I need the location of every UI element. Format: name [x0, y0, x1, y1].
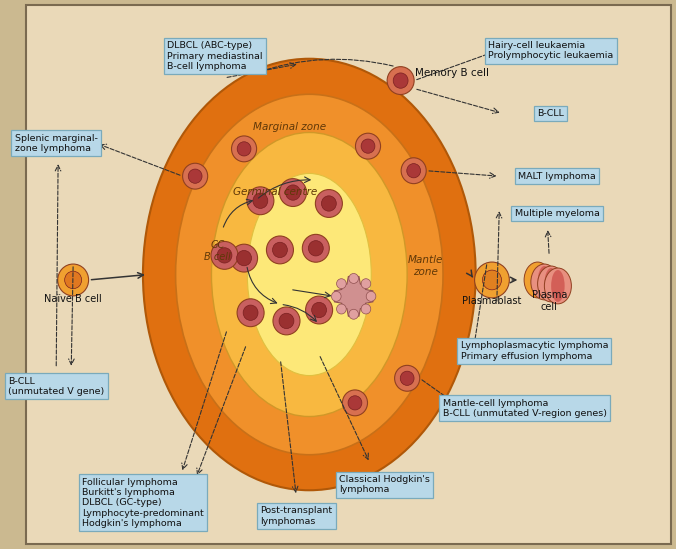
Circle shape: [231, 136, 257, 162]
Circle shape: [322, 196, 336, 211]
Circle shape: [273, 307, 300, 335]
Text: B-CLL: B-CLL: [537, 109, 564, 118]
Circle shape: [253, 193, 268, 209]
Text: Lymphoplasmacytic lymphoma
Primary effusion lymphoma: Lymphoplasmacytic lymphoma Primary effus…: [460, 341, 608, 361]
Circle shape: [349, 309, 358, 319]
Circle shape: [348, 396, 362, 410]
Text: Mantle-cell lymphoma
B-CLL (unmutated V-region genes): Mantle-cell lymphoma B-CLL (unmutated V-…: [443, 399, 606, 418]
Circle shape: [188, 169, 202, 183]
Text: Multiple myeloma: Multiple myeloma: [514, 209, 600, 218]
Circle shape: [395, 365, 420, 391]
Ellipse shape: [212, 132, 407, 417]
Circle shape: [247, 187, 274, 215]
Text: Memory B cell: Memory B cell: [415, 68, 489, 77]
Circle shape: [279, 178, 306, 206]
Circle shape: [231, 244, 258, 272]
Circle shape: [211, 242, 238, 270]
Circle shape: [366, 292, 376, 301]
Circle shape: [237, 250, 251, 266]
Circle shape: [65, 271, 82, 289]
Circle shape: [387, 66, 414, 94]
Circle shape: [285, 185, 300, 200]
Ellipse shape: [551, 270, 564, 302]
Text: Germinal centre: Germinal centre: [233, 187, 318, 197]
Circle shape: [279, 313, 294, 329]
Text: Follicular lymphoma
Burkitt's lymphoma
DLBCL (GC-type)
Lymphocyte-predominant
Ho: Follicular lymphoma Burkitt's lymphoma D…: [82, 478, 204, 528]
Text: Plasmablast: Plasmablast: [462, 296, 522, 306]
Text: MALT lymphoma: MALT lymphoma: [518, 172, 596, 181]
Circle shape: [343, 390, 368, 416]
Ellipse shape: [143, 59, 476, 490]
Circle shape: [400, 371, 414, 385]
Ellipse shape: [537, 266, 551, 298]
Circle shape: [349, 273, 358, 283]
Ellipse shape: [176, 94, 443, 455]
Circle shape: [475, 262, 509, 298]
Text: Classical Hodgkin's
lymphoma: Classical Hodgkin's lymphoma: [339, 475, 430, 495]
FancyBboxPatch shape: [26, 5, 671, 544]
Text: B-CLL
(unmutated V gene): B-CLL (unmutated V gene): [8, 377, 104, 396]
Ellipse shape: [537, 266, 564, 302]
Circle shape: [237, 299, 264, 327]
Text: Post-transplant
lymphomas: Post-transplant lymphomas: [260, 506, 333, 525]
Circle shape: [316, 189, 342, 217]
Circle shape: [57, 264, 89, 296]
Circle shape: [183, 163, 208, 189]
Ellipse shape: [544, 268, 571, 304]
Circle shape: [407, 164, 420, 178]
Circle shape: [217, 248, 232, 263]
Polygon shape: [334, 276, 373, 317]
Circle shape: [356, 133, 381, 159]
Circle shape: [361, 139, 375, 153]
Circle shape: [312, 302, 327, 318]
Ellipse shape: [544, 268, 558, 300]
Circle shape: [302, 234, 329, 262]
Circle shape: [237, 142, 251, 156]
Text: DLBCL (ABC-type)
Primary mediastinal
B-cell lymphoma: DLBCL (ABC-type) Primary mediastinal B-c…: [167, 41, 262, 71]
Ellipse shape: [524, 262, 551, 298]
Circle shape: [266, 236, 293, 264]
Text: Naïve B cell: Naïve B cell: [45, 294, 102, 304]
Circle shape: [243, 305, 258, 321]
Ellipse shape: [247, 173, 371, 376]
Circle shape: [331, 292, 341, 301]
Text: Marginal zone: Marginal zone: [254, 122, 327, 132]
Circle shape: [272, 242, 287, 257]
Circle shape: [337, 304, 346, 314]
Circle shape: [337, 279, 346, 289]
Text: Hairy-cell leukaemia
Prolymphocytic leukaemia: Hairy-cell leukaemia Prolymphocytic leuk…: [488, 41, 613, 60]
Ellipse shape: [531, 264, 558, 300]
Circle shape: [393, 73, 408, 88]
Circle shape: [483, 270, 502, 290]
Text: Splenic marginal-
zone lymphoma: Splenic marginal- zone lymphoma: [15, 134, 97, 153]
Circle shape: [361, 279, 370, 289]
Circle shape: [401, 158, 427, 184]
Text: GC
B cell: GC B cell: [204, 240, 231, 261]
Text: Mantle
zone: Mantle zone: [408, 255, 443, 277]
Circle shape: [306, 296, 333, 324]
Circle shape: [308, 240, 323, 256]
Text: Plasma
cell: Plasma cell: [531, 290, 567, 312]
Circle shape: [361, 304, 370, 314]
